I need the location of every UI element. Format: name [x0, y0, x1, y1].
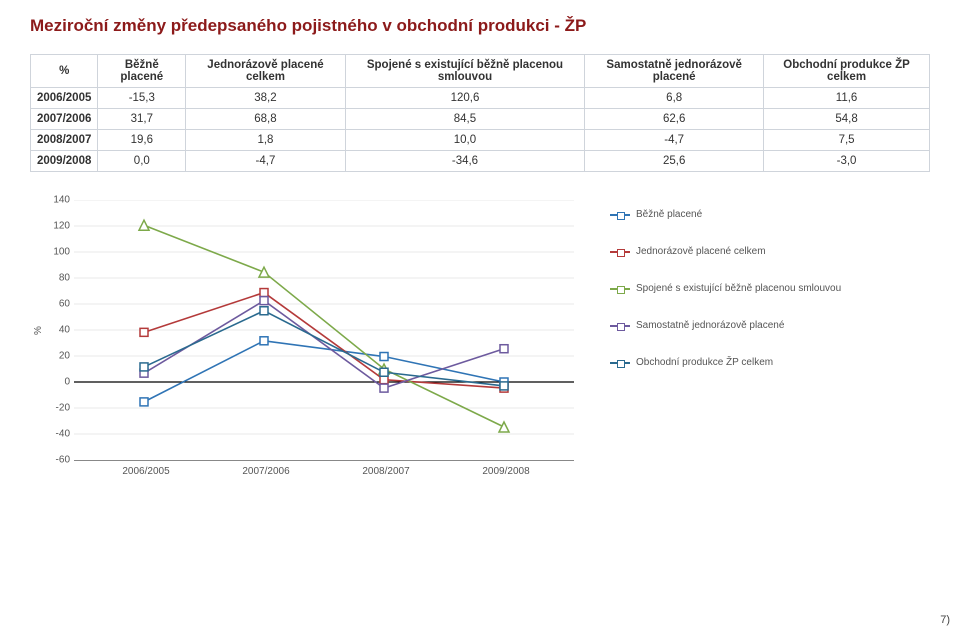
row-period: 2006/2005	[31, 88, 98, 109]
cell-value: 62,6	[585, 109, 764, 130]
legend-item: Spojené s existující běžně placenou smlo…	[610, 282, 910, 295]
legend-swatch-icon	[610, 288, 630, 290]
col-header: Běžně placené	[98, 55, 186, 88]
col-header: Jednorázově placené celkem	[186, 55, 346, 88]
legend-label: Spojené s existující běžně placenou smlo…	[636, 282, 841, 295]
cell-value: 54,8	[764, 109, 930, 130]
x-tick-label: 2006/2005	[122, 466, 169, 477]
cell-value: 31,7	[98, 109, 186, 130]
y-axis-label: %	[30, 200, 46, 460]
cell-value: -3,0	[764, 151, 930, 172]
legend-item: Jednorázově placené celkem	[610, 245, 910, 258]
legend-swatch-icon	[610, 325, 630, 327]
legend-label: Obchodní produkce ŽP celkem	[636, 356, 773, 369]
line-chart	[74, 200, 574, 461]
x-tick-label: 2007/2006	[242, 466, 289, 477]
cell-value: -15,3	[98, 88, 186, 109]
legend-item: Samostatně jednorázově placené	[610, 319, 910, 332]
table-row: 2007/200631,768,884,562,654,8	[31, 109, 930, 130]
cell-value: -4,7	[585, 130, 764, 151]
legend-item: Běžně placené	[610, 208, 910, 221]
x-axis-labels: 2006/2005 2007/2006 2008/2007 2009/2008	[76, 466, 576, 484]
legend-swatch-icon	[610, 362, 630, 364]
legend-item: Obchodní produkce ŽP celkem	[610, 356, 910, 369]
cell-value: 6,8	[585, 88, 764, 109]
x-tick-label: 2009/2008	[482, 466, 529, 477]
legend-label: Samostatně jednorázově placené	[636, 319, 784, 332]
cell-value: 120,6	[345, 88, 585, 109]
table-header-row: % Běžně placené Jednorázově placené celk…	[31, 55, 930, 88]
legend-swatch-icon	[610, 251, 630, 253]
row-period: 2007/2006	[31, 109, 98, 130]
cell-value: 7,5	[764, 130, 930, 151]
cell-value: 0,0	[98, 151, 186, 172]
cell-value: 68,8	[186, 109, 346, 130]
cell-value: 25,6	[585, 151, 764, 172]
legend-label: Běžně placené	[636, 208, 702, 221]
row-period: 2009/2008	[31, 151, 98, 172]
series-samostatně-jednorázově-placené	[140, 297, 508, 392]
cell-value: 38,2	[186, 88, 346, 109]
cell-value: 10,0	[345, 130, 585, 151]
data-table: % Běžně placené Jednorázově placené celk…	[30, 54, 930, 172]
col-header: Spojené s existující běžně placenou smlo…	[345, 55, 585, 88]
legend-label: Jednorázově placené celkem	[636, 245, 766, 258]
legend-swatch-icon	[610, 214, 630, 216]
cell-value: -4,7	[186, 151, 346, 172]
cell-value: 19,6	[98, 130, 186, 151]
cell-value: 84,5	[345, 109, 585, 130]
page-number: 7)	[940, 614, 950, 626]
x-tick-label: 2008/2007	[362, 466, 409, 477]
cell-value: 11,6	[764, 88, 930, 109]
chart-legend: Běžně placené Jednorázově placené celkem S…	[610, 208, 910, 393]
col-header: Samostatně jednorázově placené	[585, 55, 764, 88]
row-period: 2008/2007	[31, 130, 98, 151]
page-title: Meziroční změny předepsaného pojistného …	[30, 16, 930, 36]
col-header: %	[31, 55, 98, 88]
table-row: 2006/2005-15,338,2120,66,811,6	[31, 88, 930, 109]
chart-area: % -60-40-20020406080100120140 2006/20052…	[30, 200, 930, 520]
table-row: 2008/200719,61,810,0-4,77,5	[31, 130, 930, 151]
col-header: Obchodní produkce ŽP celkem	[764, 55, 930, 88]
series-běžně-placené	[140, 337, 508, 406]
cell-value: 1,8	[186, 130, 346, 151]
y-axis-ticks: -60-40-20020406080100120140	[46, 200, 74, 460]
table-row: 2009/20080,0-4,7-34,625,6-3,0	[31, 151, 930, 172]
cell-value: -34,6	[345, 151, 585, 172]
